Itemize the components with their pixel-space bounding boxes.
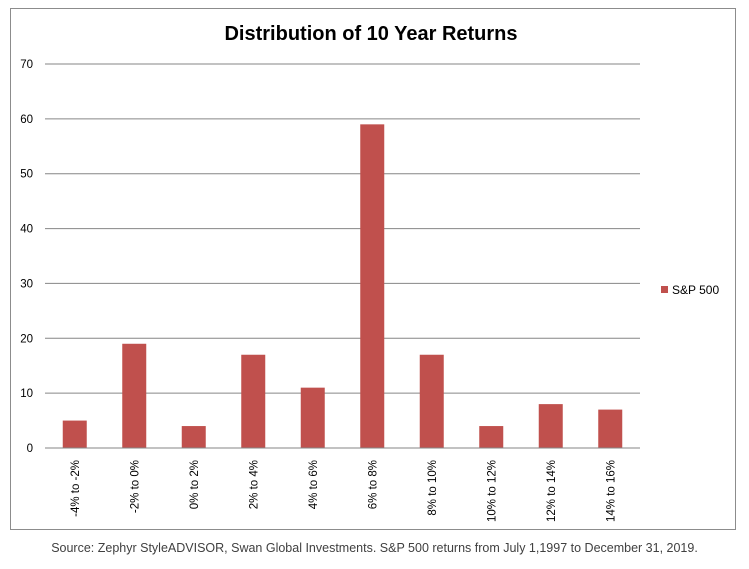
y-tick-label: 10 xyxy=(20,388,33,400)
bar xyxy=(479,426,504,448)
x-tick-label: 12% to 14% xyxy=(546,460,558,522)
x-tick-label: 4% to 6% xyxy=(308,460,320,509)
y-tick-label: 20 xyxy=(20,333,33,345)
y-axis-ticks: 0 10 20 30 40 50 60 70 xyxy=(20,59,33,455)
y-tick-label: 50 xyxy=(20,169,33,181)
legend: S&P 500 xyxy=(661,283,719,297)
x-tick-label: 2% to 4% xyxy=(248,460,260,509)
chart-title: Distribution of 10 Year Returns xyxy=(224,23,517,45)
y-tick-label: 30 xyxy=(20,278,33,290)
x-tick-label: 6% to 8% xyxy=(367,460,379,509)
x-tick-label: 8% to 10% xyxy=(427,460,439,516)
bar xyxy=(598,409,623,448)
bar xyxy=(419,354,444,448)
bars xyxy=(62,124,623,448)
y-tick-label: 40 xyxy=(20,224,33,236)
legend-swatch xyxy=(661,286,668,293)
x-tick-label: 0% to 2% xyxy=(189,460,201,509)
bar xyxy=(122,343,147,448)
bar xyxy=(360,124,385,448)
bar xyxy=(241,354,266,448)
bar xyxy=(181,426,206,448)
x-tick-label: 10% to 12% xyxy=(486,460,498,522)
x-tick-label: -4% to -2% xyxy=(70,460,82,517)
source-note: Source: Zephyr StyleADVISOR, Swan Global… xyxy=(51,541,698,555)
x-axis-ticks: -4% to -2% -2% to 0% 0% to 2% 2% to 4% 4% to… xyxy=(70,460,618,522)
x-tick-label: -2% to 0% xyxy=(129,460,141,513)
y-tick-label: 70 xyxy=(20,59,33,71)
bar xyxy=(62,420,87,448)
x-tick-label: 14% to 16% xyxy=(605,460,617,522)
bar xyxy=(300,387,325,448)
bar xyxy=(538,404,563,448)
legend-label-sp500: S&P 500 xyxy=(672,283,719,297)
y-tick-label: 0 xyxy=(27,443,33,455)
y-tick-label: 60 xyxy=(20,114,33,126)
